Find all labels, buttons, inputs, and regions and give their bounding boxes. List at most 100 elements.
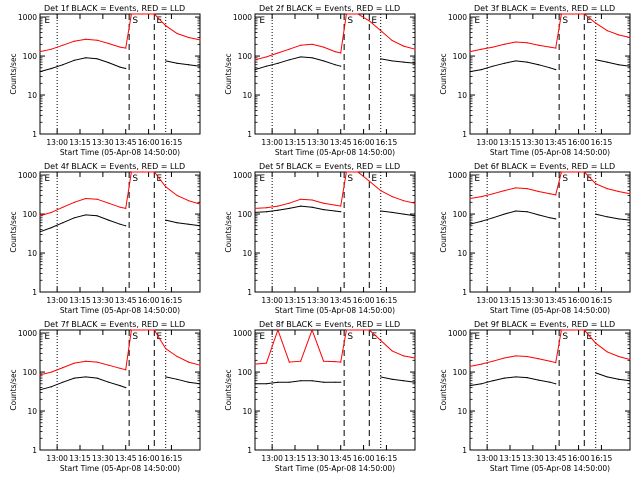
data-point-events: [96, 58, 98, 60]
marker-label-e: E: [371, 174, 377, 184]
data-point-lld: [583, 329, 585, 331]
data-point-lld: [62, 206, 64, 208]
data-point-events: [480, 220, 483, 222]
data-point-events: [503, 213, 505, 215]
x-tick-label: 13:15: [499, 454, 521, 463]
data-point-lld: [119, 206, 121, 208]
data-point-events: [595, 372, 597, 374]
detector-panel-1: Det 1f BLACK = Events, RED = LLD 1 10 100 10…: [9, 4, 201, 157]
y-tick-label: 100: [238, 368, 253, 377]
data-point-events: [300, 205, 302, 207]
series-line-lld: [469, 171, 631, 199]
y-axis-label: Counts/sec: [9, 369, 18, 410]
data-point-lld: [617, 34, 620, 36]
data-point-events: [629, 219, 631, 221]
data-point-lld: [265, 56, 268, 58]
data-point-lld: [583, 171, 585, 173]
x-tick-label: 13:30: [92, 296, 114, 305]
data-point-lld: [277, 52, 279, 54]
data-point-events: [629, 380, 631, 382]
data-point-events: [119, 66, 121, 68]
x-tick-label: 13:00: [476, 454, 498, 463]
detector-panel-7: Det 7f BLACK = Events, RED = LLD 1 10 100 10…: [9, 320, 201, 473]
y-tick-label: 10: [27, 91, 37, 100]
data-point-events: [277, 209, 279, 211]
y-axis-label: Counts/sec: [439, 53, 448, 94]
data-point-events: [199, 383, 201, 385]
x-tick-label: 13:30: [307, 138, 329, 147]
detector-panel-4: Det 4f BLACK = Events, RED = LLD 1 10 100 10…: [9, 162, 201, 315]
data-point-events: [311, 206, 313, 208]
series-line-lld: [39, 13, 201, 53]
data-point-events: [503, 377, 505, 379]
x-tick-label: 13:15: [69, 138, 91, 147]
series-line-lld: [254, 13, 416, 61]
y-tick-label: 100: [238, 210, 253, 219]
x-tick-label: 16:00: [568, 138, 590, 147]
data-point-lld: [391, 39, 393, 42]
y-tick-label: 1: [462, 446, 467, 455]
data-point-lld: [85, 38, 87, 40]
x-tick-label: 13:45: [115, 138, 137, 147]
x-axis-label: Start Time (05-Apr-08 14:50:00): [60, 148, 180, 157]
data-point-events: [402, 61, 405, 63]
data-point-events: [480, 383, 483, 385]
x-tick-label: 16:00: [138, 296, 160, 305]
data-point-lld: [50, 371, 53, 373]
data-point-events: [39, 389, 41, 391]
x-tick-label: 16:15: [376, 138, 398, 147]
data-point-events: [62, 381, 64, 383]
data-point-events: [85, 376, 87, 378]
data-point-lld: [549, 360, 551, 362]
x-axis-label: Start Time (05-Apr-08 14:50:00): [490, 306, 610, 315]
series-line-events: [255, 380, 341, 385]
data-point-events: [629, 65, 631, 67]
data-point-lld: [368, 180, 370, 182]
x-tick-label: 13:30: [522, 138, 544, 147]
data-point-lld: [107, 42, 110, 45]
data-point-lld: [187, 36, 190, 39]
data-point-lld: [300, 44, 302, 46]
marker-label-e: E: [44, 174, 50, 184]
data-point-events: [265, 65, 268, 67]
data-point-events: [537, 64, 540, 66]
data-point-lld: [176, 194, 178, 197]
data-point-lld: [380, 189, 382, 192]
y-tick-label: 1: [247, 446, 252, 455]
y-tick-label: 1: [247, 130, 252, 139]
data-point-lld: [414, 48, 416, 50]
data-point-events: [391, 211, 393, 214]
marker-label-e: E: [259, 332, 265, 342]
data-point-lld: [606, 30, 608, 32]
data-point-events: [85, 214, 87, 216]
data-point-lld: [345, 13, 348, 15]
panel-title: Det 5f BLACK = Events, RED = LLD: [259, 162, 400, 171]
data-point-events: [391, 60, 393, 62]
marker-label-e: E: [586, 174, 592, 184]
data-point-events: [199, 225, 201, 227]
data-point-events: [606, 216, 608, 218]
data-point-lld: [107, 364, 110, 366]
x-tick-label: 13:45: [545, 454, 567, 463]
data-point-events: [340, 65, 342, 67]
plot-frame: [254, 13, 416, 135]
data-point-lld: [334, 51, 336, 53]
data-point-lld: [480, 363, 483, 365]
data-point-lld: [288, 202, 290, 204]
data-point-events: [165, 60, 167, 62]
x-tick-label: 16:00: [568, 454, 590, 463]
series-line-lld: [254, 328, 416, 365]
data-point-lld: [96, 198, 98, 200]
data-point-lld: [119, 46, 121, 48]
x-tick-label: 16:15: [591, 454, 613, 463]
data-point-events: [402, 380, 405, 382]
data-point-lld: [526, 42, 528, 44]
marker-label-s: S: [562, 16, 568, 26]
x-tick-label: 16:00: [353, 454, 375, 463]
data-point-lld: [606, 351, 608, 353]
y-axis-label: Counts/sec: [9, 211, 18, 252]
y-tick-label: 100: [23, 52, 38, 61]
data-point-lld: [334, 361, 336, 363]
series-line-events: [165, 219, 201, 227]
data-point-events: [311, 57, 313, 59]
